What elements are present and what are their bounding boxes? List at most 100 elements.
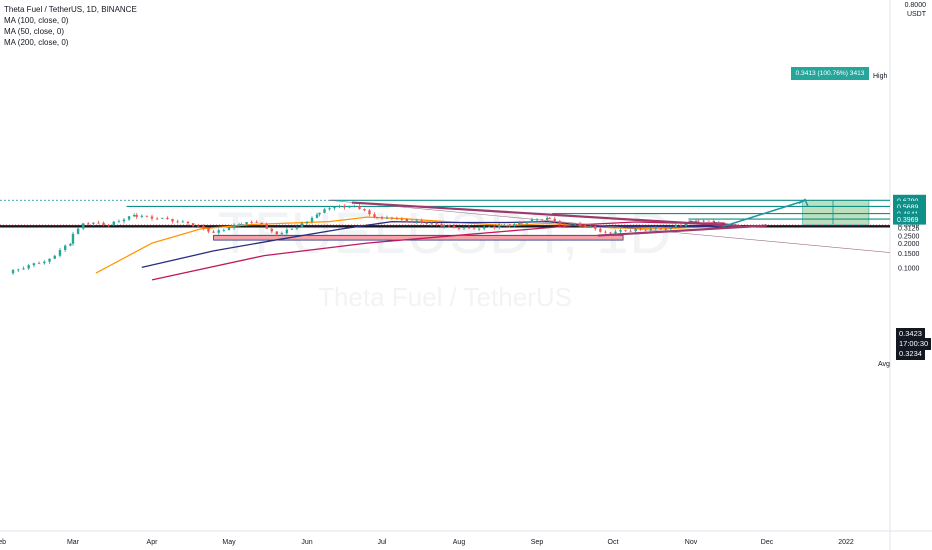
candle-body[interactable] [697, 220, 700, 222]
candle-body[interactable] [493, 226, 496, 228]
candle-body[interactable] [353, 206, 356, 207]
candle-body[interactable] [270, 228, 273, 232]
candle-body[interactable] [649, 228, 652, 231]
candle-body[interactable] [37, 263, 41, 265]
candle-body[interactable] [290, 228, 294, 230]
candle-body[interactable] [348, 206, 351, 208]
candle-body[interactable] [669, 227, 673, 230]
candle-body[interactable] [181, 221, 184, 223]
candle-body[interactable] [503, 224, 506, 226]
candle-body[interactable] [186, 221, 190, 224]
candle-body[interactable] [558, 221, 561, 225]
candle-body[interactable] [525, 222, 529, 224]
projection-arrow[interactable] [723, 199, 806, 227]
candle-body[interactable] [712, 220, 715, 224]
candle-body[interactable] [513, 224, 516, 226]
candle-body[interactable] [338, 206, 341, 207]
candle-body[interactable] [604, 231, 607, 233]
candle-body[interactable] [390, 217, 394, 219]
candle-body[interactable] [498, 225, 501, 228]
candle-body[interactable] [197, 225, 200, 227]
candle-body[interactable] [145, 215, 149, 217]
candle-body[interactable] [161, 217, 164, 219]
candle-body[interactable] [92, 222, 95, 224]
candle-body[interactable] [140, 215, 144, 217]
candle-body[interactable] [107, 224, 110, 226]
candle-body[interactable] [250, 222, 253, 223]
candle-body[interactable] [212, 231, 215, 233]
candle-body[interactable] [614, 231, 617, 234]
candle-body[interactable] [545, 217, 549, 220]
candle-body[interactable] [48, 258, 51, 262]
candle-body[interactable] [305, 221, 309, 224]
candle-body[interactable] [11, 270, 15, 274]
candle-body[interactable] [634, 228, 637, 232]
candle-body[interactable] [518, 222, 521, 225]
support-zone[interactable] [213, 234, 624, 241]
candle-body[interactable] [472, 228, 476, 230]
candle-body[interactable] [310, 217, 314, 222]
candle-body[interactable] [240, 224, 243, 226]
candle-body[interactable] [333, 206, 336, 209]
indicator-ma200[interactable]: MA (200, close, 0) [4, 38, 69, 47]
candle-body[interactable] [127, 216, 131, 220]
candle-body[interactable] [599, 228, 602, 232]
candle-body[interactable] [644, 229, 647, 231]
candle-body[interactable] [487, 226, 491, 228]
candle-body[interactable] [300, 223, 304, 228]
candle-body[interactable] [122, 219, 126, 222]
candle-body[interactable] [508, 224, 511, 226]
candle-body[interactable] [53, 255, 56, 259]
candle-body[interactable] [520, 222, 524, 224]
candle-body[interactable] [654, 228, 657, 229]
candle-body[interactable] [440, 224, 443, 227]
candle-body[interactable] [363, 208, 366, 211]
candle-body[interactable] [245, 222, 248, 225]
candle-body[interactable] [674, 225, 678, 228]
candle-body[interactable] [315, 214, 319, 218]
candle-body[interactable] [81, 223, 85, 229]
candle-body[interactable] [679, 225, 683, 227]
candle-body[interactable] [609, 232, 612, 234]
candle-body[interactable] [664, 229, 668, 230]
candle-body[interactable] [166, 217, 169, 219]
candle-body[interactable] [589, 226, 592, 228]
candle-body[interactable] [385, 217, 389, 219]
candle-body[interactable] [275, 231, 279, 235]
candle-body[interactable] [619, 230, 622, 232]
candle-body[interactable] [260, 222, 263, 225]
candle-body[interactable] [548, 217, 551, 219]
candle-body[interactable] [176, 221, 179, 223]
candle-body[interactable] [375, 217, 379, 218]
candle-body[interactable] [43, 261, 46, 264]
candle-body[interactable] [568, 224, 572, 226]
candle-body[interactable] [255, 222, 258, 223]
candle-body[interactable] [368, 210, 371, 215]
candle-body[interactable] [578, 223, 582, 226]
candle-body[interactable] [467, 227, 471, 229]
long-trendline[interactable] [329, 199, 891, 253]
candle-body[interactable] [629, 230, 632, 232]
candle-body[interactable] [462, 227, 466, 229]
candle-body[interactable] [442, 225, 446, 227]
candle-body[interactable] [58, 250, 62, 256]
candle-body[interactable] [482, 226, 486, 229]
candle-body[interactable] [76, 228, 80, 234]
candle-body[interactable] [624, 230, 627, 231]
descending-trendline[interactable] [351, 201, 742, 228]
candle-body[interactable] [150, 216, 154, 219]
candle-body[interactable] [295, 227, 299, 229]
candle-body[interactable] [457, 228, 461, 229]
candle-body[interactable] [410, 221, 414, 222]
candle-body[interactable] [155, 218, 159, 220]
candle-body[interactable] [117, 221, 121, 223]
candle-body[interactable] [132, 214, 136, 217]
candle-body[interactable] [265, 224, 268, 229]
candle-body[interactable] [405, 218, 409, 222]
projection-box[interactable] [802, 199, 870, 225]
candle-body[interactable] [425, 222, 428, 224]
candle-body[interactable] [232, 224, 236, 228]
candle-body[interactable] [32, 263, 36, 266]
candle-body[interactable] [97, 222, 100, 224]
